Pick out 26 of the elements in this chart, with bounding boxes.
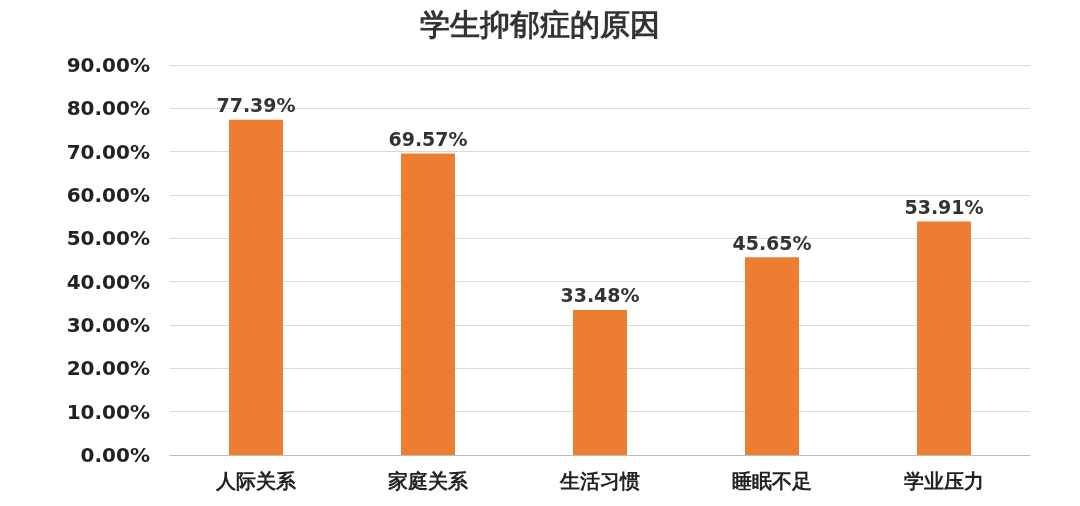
x-tick-label: 学业压力	[904, 469, 984, 493]
y-tick-label: 70.00%	[66, 139, 150, 164]
y-tick-label: 80.00%	[66, 96, 150, 121]
chart-title: 学生抑郁症的原因	[420, 6, 660, 42]
data-label: 33.48%	[560, 284, 640, 307]
x-tick-label: 睡眠不足	[732, 469, 812, 493]
y-tick-label: 30.00%	[66, 313, 150, 337]
data-label: 69.57%	[388, 128, 468, 151]
data-label: 77.39%	[216, 94, 296, 117]
bar	[745, 257, 799, 455]
y-tick-label: 50.00%	[66, 226, 150, 251]
y-tick-label: 0.00%	[80, 443, 150, 467]
bar	[401, 153, 455, 455]
bar	[229, 119, 283, 455]
y-tick-label: 10.00%	[66, 399, 150, 424]
y-tick-label: 20.00%	[66, 356, 150, 381]
bar	[573, 309, 627, 455]
y-tick-label: 90.00%	[66, 53, 150, 77]
data-label: 45.65%	[732, 231, 812, 254]
bar	[917, 221, 971, 455]
x-tick-label: 人际关系	[215, 469, 297, 493]
y-tick-label: 40.00%	[66, 269, 150, 294]
y-tick-label: 60.00%	[66, 183, 150, 207]
x-tick-label: 家庭关系	[387, 469, 469, 493]
data-label: 53.91%	[904, 195, 984, 218]
x-tick-label: 生活习惯	[559, 469, 640, 493]
